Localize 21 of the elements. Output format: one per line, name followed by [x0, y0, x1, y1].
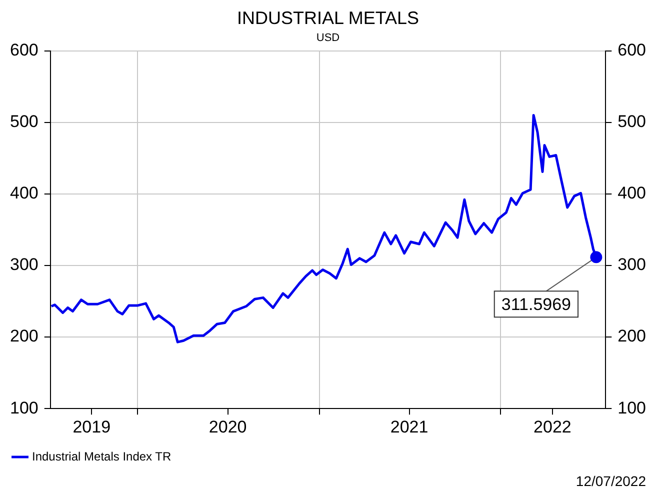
chart-title: INDUSTRIAL METALS — [236, 8, 420, 28]
x-tick-label: 2021 — [390, 417, 428, 436]
legend-label: Industrial Metals Index TR — [32, 449, 172, 464]
y2-tick-label: 600 — [618, 40, 646, 60]
annotation: 311.5969 — [501, 294, 572, 314]
y2-tick-label: 100 — [618, 398, 646, 418]
chart-subtitle: USD — [316, 32, 340, 44]
y-tick-label: 500 — [10, 112, 38, 132]
y-tick-label: 200 — [10, 326, 38, 346]
x-tick-label: 2020 — [208, 417, 247, 436]
x-tick-label: 2022 — [534, 417, 572, 436]
y-tick-label: 300 — [10, 255, 38, 274]
y2-tick-label: 500 — [618, 112, 646, 132]
y-tick-label: 400 — [10, 184, 38, 203]
text: 12/07/2022 — [576, 472, 646, 489]
y2-tick-label: 400 — [618, 184, 646, 203]
y2-tick-label: 200 — [618, 326, 646, 346]
y2-tick-label: 300 — [618, 255, 646, 274]
y-tick-label: 100 — [10, 398, 38, 418]
y-tick-label: 600 — [10, 40, 38, 60]
x-tick-label: 2019 — [72, 417, 111, 436]
